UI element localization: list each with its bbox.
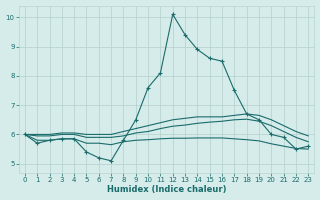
X-axis label: Humidex (Indice chaleur): Humidex (Indice chaleur) <box>107 185 226 194</box>
